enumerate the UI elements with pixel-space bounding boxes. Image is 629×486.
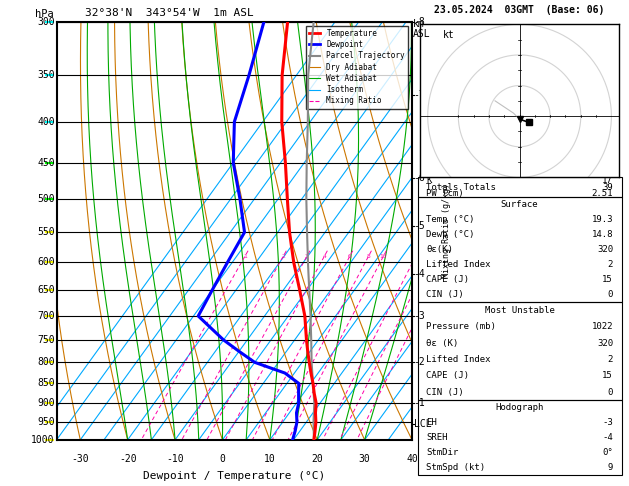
Bar [418, 197, 621, 302]
Text: EH: EH [426, 418, 437, 427]
Text: 32°38'N  343°54'W  1m ASL: 32°38'N 343°54'W 1m ASL [85, 8, 253, 18]
Text: θε (K): θε (K) [426, 339, 459, 347]
Text: CIN (J): CIN (J) [426, 388, 464, 397]
Text: -3: -3 [414, 311, 426, 321]
Text: 3: 3 [305, 254, 309, 259]
Text: 2: 2 [608, 260, 613, 269]
Text: θε(K): θε(K) [426, 245, 453, 254]
Text: -7: -7 [414, 90, 426, 100]
Text: LCL: LCL [414, 419, 431, 429]
Text: 0°: 0° [603, 448, 613, 457]
Text: Surface: Surface [501, 200, 538, 209]
Text: 15: 15 [603, 275, 613, 284]
Text: StmSpd (kt): StmSpd (kt) [426, 463, 485, 472]
Text: -2: -2 [414, 357, 426, 367]
Text: 550: 550 [37, 227, 55, 237]
Text: 14.8: 14.8 [592, 230, 613, 239]
Bar [418, 400, 621, 475]
Text: 1: 1 [243, 254, 247, 259]
Text: km
ASL: km ASL [413, 19, 431, 39]
Text: Mixing Ratio (g/kg): Mixing Ratio (g/kg) [442, 183, 451, 278]
Text: 10: 10 [379, 254, 387, 259]
Text: hPa: hPa [35, 9, 53, 19]
Text: Totals Totals: Totals Totals [426, 183, 496, 192]
Text: 300: 300 [37, 17, 55, 27]
Text: -4: -4 [603, 433, 613, 442]
Text: 4: 4 [322, 254, 326, 259]
Text: SREH: SREH [426, 433, 447, 442]
Text: kt: kt [443, 31, 455, 40]
Text: -8: -8 [414, 17, 426, 27]
Text: 750: 750 [37, 335, 55, 345]
Text: -30: -30 [72, 454, 89, 465]
Text: 700: 700 [37, 311, 55, 321]
Text: 2: 2 [608, 355, 613, 364]
Text: Dewp (°C): Dewp (°C) [426, 230, 474, 239]
Text: K: K [426, 176, 431, 185]
Text: -10: -10 [166, 454, 184, 465]
Text: 900: 900 [37, 398, 55, 408]
Text: PW (cm): PW (cm) [426, 189, 464, 198]
Text: Pressure (mb): Pressure (mb) [426, 322, 496, 331]
Text: -1: -1 [414, 398, 426, 408]
Legend: Temperature, Dewpoint, Parcel Trajectory, Dry Adiabat, Wet Adiabat, Isotherm, Mi: Temperature, Dewpoint, Parcel Trajectory… [306, 26, 408, 108]
Text: 39: 39 [603, 183, 613, 192]
Text: Dewpoint / Temperature (°C): Dewpoint / Temperature (°C) [143, 471, 325, 481]
Text: 0: 0 [608, 290, 613, 299]
Text: -4: -4 [414, 269, 426, 279]
Text: 450: 450 [37, 157, 55, 168]
Text: 30: 30 [359, 454, 370, 465]
Text: CAPE (J): CAPE (J) [426, 275, 469, 284]
Text: CAPE (J): CAPE (J) [426, 371, 469, 381]
Text: 320: 320 [597, 245, 613, 254]
Text: 19.3: 19.3 [592, 215, 613, 224]
Text: 1000: 1000 [31, 435, 55, 445]
Text: 10: 10 [264, 454, 276, 465]
Text: CIN (J): CIN (J) [426, 290, 464, 299]
Text: StmDir: StmDir [426, 448, 459, 457]
Text: 950: 950 [37, 417, 55, 427]
Text: -5: -5 [414, 221, 426, 231]
Text: Hodograph: Hodograph [496, 403, 543, 413]
Text: 23.05.2024  03GMT  (Base: 06): 23.05.2024 03GMT (Base: 06) [435, 5, 604, 15]
Text: 800: 800 [37, 357, 55, 367]
Text: 400: 400 [37, 117, 55, 127]
Bar [418, 177, 621, 197]
Text: 2: 2 [281, 254, 285, 259]
Text: 350: 350 [37, 70, 55, 80]
Text: Lifted Index: Lifted Index [426, 260, 491, 269]
Text: 9: 9 [608, 463, 613, 472]
Text: -20: -20 [119, 454, 136, 465]
Text: 650: 650 [37, 285, 55, 295]
Text: -3: -3 [603, 418, 613, 427]
Text: 8: 8 [367, 254, 370, 259]
Text: 17: 17 [603, 176, 613, 185]
Text: 2.51: 2.51 [592, 189, 613, 198]
Text: 0: 0 [220, 454, 225, 465]
Text: 15: 15 [603, 371, 613, 381]
Text: -6: -6 [414, 173, 426, 183]
Text: 600: 600 [37, 258, 55, 267]
Text: 500: 500 [37, 194, 55, 204]
Bar [418, 302, 621, 400]
Text: 6: 6 [348, 254, 352, 259]
Text: Most Unstable: Most Unstable [484, 306, 555, 315]
Text: 40: 40 [406, 454, 418, 465]
Text: 320: 320 [597, 339, 613, 347]
Text: 1022: 1022 [592, 322, 613, 331]
Text: 850: 850 [37, 379, 55, 388]
Text: 20: 20 [311, 454, 323, 465]
Text: 0: 0 [608, 388, 613, 397]
Text: Lifted Index: Lifted Index [426, 355, 491, 364]
Text: Temp (°C): Temp (°C) [426, 215, 474, 224]
